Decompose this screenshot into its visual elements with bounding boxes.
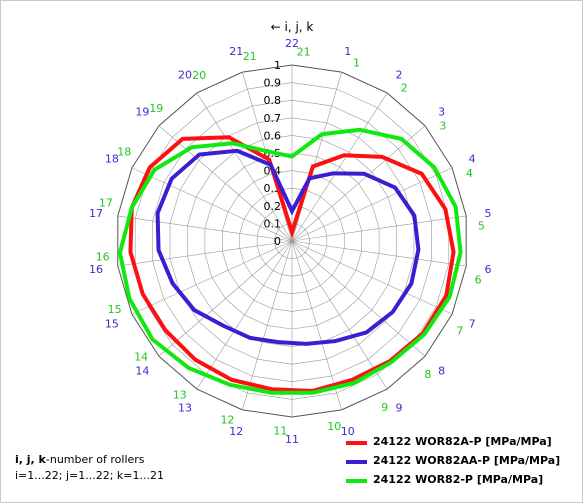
angular-label: 10 xyxy=(341,425,355,438)
r-tick-label: 0.6 xyxy=(264,129,282,142)
roller-note-bold: i, j, k xyxy=(15,453,46,466)
grid-spoke xyxy=(291,240,342,410)
angular-label: 3 xyxy=(439,120,446,133)
radial-tick-labels: 00.10.20.30.40.50.60.70.80.91 xyxy=(264,59,282,248)
angular-label: 18 xyxy=(105,153,119,166)
r-tick-label: 0 xyxy=(274,235,281,248)
angular-label: 2 xyxy=(396,68,403,81)
chart-title: ← i, j, k xyxy=(271,20,314,34)
angular-label: 9 xyxy=(396,402,403,415)
grid-spoke xyxy=(291,240,467,267)
angular-label: 21 xyxy=(243,50,257,63)
angular-label: 19 xyxy=(149,102,163,115)
grid-spoke xyxy=(131,240,293,315)
grid-spoke xyxy=(291,240,388,390)
legend-label: 24122 WOR82AA-P [MPa/MPa] xyxy=(373,454,561,467)
grid-spoke xyxy=(158,125,293,242)
angular-label: 16 xyxy=(96,251,110,264)
angular-label: 12 xyxy=(220,414,234,427)
roller-note-rest: -number of rollers xyxy=(45,453,145,466)
angular-label: 7 xyxy=(469,317,476,330)
grid-spoke xyxy=(196,240,293,390)
angular-label: 13 xyxy=(178,402,192,415)
r-tick-label: 0.9 xyxy=(264,77,282,90)
series-line-3 xyxy=(117,127,463,395)
angular-label: 21 xyxy=(229,45,243,58)
grid-spoke xyxy=(291,215,467,242)
angular-label: 11 xyxy=(285,433,299,446)
grid-spoke xyxy=(291,92,388,242)
grid-spoke xyxy=(242,240,293,410)
angular-label: 12 xyxy=(229,425,243,438)
angular-label: 20 xyxy=(192,69,206,82)
r-tick-label: 1 xyxy=(274,59,281,72)
grid-spoke xyxy=(117,240,293,267)
radar-grid xyxy=(117,64,467,418)
r-tick-label: 0.7 xyxy=(264,112,282,125)
grid-spoke xyxy=(291,240,453,315)
angular-label: 21 xyxy=(297,45,311,58)
grid-spoke xyxy=(291,125,426,242)
angular-label: 20 xyxy=(178,68,192,81)
legend-swatch xyxy=(346,441,367,445)
grid-spoke xyxy=(158,240,293,357)
legend-swatch xyxy=(346,479,367,483)
angular-label: 15 xyxy=(105,317,119,330)
angular-label: 11 xyxy=(273,425,287,438)
angular-label: 4 xyxy=(466,167,473,180)
grid-spoke xyxy=(291,240,426,357)
legend-label: 24122 WOR82A-P [MPa/MPa] xyxy=(373,435,552,448)
angular-label: 5 xyxy=(478,219,485,232)
angular-label: 15 xyxy=(108,303,122,316)
angular-label: 17 xyxy=(89,207,103,220)
series-line-2 xyxy=(155,148,421,346)
angular-label: 18 xyxy=(117,146,131,159)
series-line-1 xyxy=(128,135,456,393)
angular-label: 8 xyxy=(424,368,431,381)
angular-label: 13 xyxy=(173,388,187,401)
r-tick-label: 0.2 xyxy=(264,200,282,213)
angular-label: 10 xyxy=(327,420,341,433)
angular-label: 6 xyxy=(484,263,491,276)
angular-label: 17 xyxy=(99,197,113,210)
series-group xyxy=(117,127,463,395)
legend-swatch xyxy=(346,460,367,464)
r-tick-label: 0.8 xyxy=(264,94,282,107)
grid-spoke xyxy=(117,215,293,242)
angular-label: 5 xyxy=(484,207,491,220)
r-tick-label: 0.1 xyxy=(264,217,282,230)
angular-label: 1 xyxy=(344,45,351,58)
angular-label: 22 xyxy=(285,37,299,50)
grid-spoke xyxy=(131,167,293,242)
grid-spoke xyxy=(196,92,293,242)
roller-note-line1: i, j, k-number of rollers xyxy=(15,453,145,466)
angular-label: 9 xyxy=(381,401,388,414)
angular-label: 14 xyxy=(135,365,149,378)
angular-label: 8 xyxy=(438,365,445,378)
angular-label: 7 xyxy=(456,324,463,337)
grid-spoke xyxy=(291,72,342,242)
angular-label: 14 xyxy=(134,350,148,363)
angular-label: 2 xyxy=(401,82,408,95)
angular-label: 3 xyxy=(438,105,445,118)
angular-label: 1 xyxy=(353,56,360,69)
angular-label: 6 xyxy=(475,273,482,286)
roller-note-line2: i=1...22; j=1...22; k=1...21 xyxy=(15,469,164,482)
angular-label: 4 xyxy=(469,153,476,166)
legend-label: 24122 WOR82-P [MPa/MPa] xyxy=(373,473,544,486)
angular-label: 16 xyxy=(89,263,103,276)
angular-label: 19 xyxy=(135,105,149,118)
